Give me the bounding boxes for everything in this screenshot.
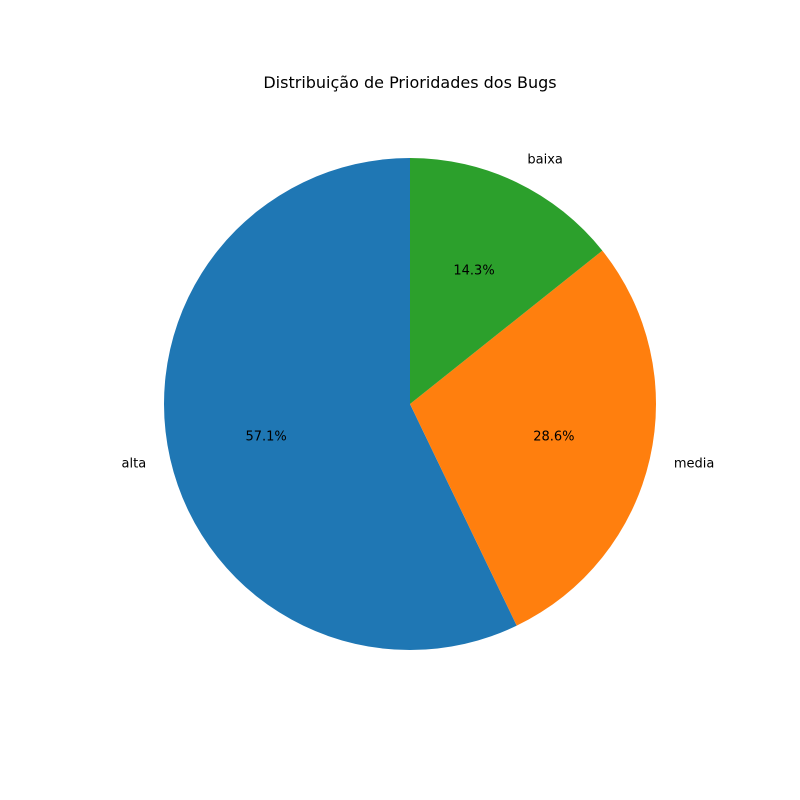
slice-label-baixa: baixa [527,153,563,168]
pie-labels: alta 57.1% media 28.6% baixa 14.3% [122,153,715,472]
pie-slices [164,158,656,651]
pie-slice-baixa [410,158,603,404]
chart-title: Distribuição de Prioridades dos Bugs [263,73,556,92]
pie-slice-media [410,250,656,626]
percent-label-alta: 57.1% [245,429,286,444]
slice-label-alta: alta [122,457,147,472]
pie-slice-alta [164,158,517,651]
percent-label-baixa: 14.3% [453,264,494,279]
percent-label-media: 28.6% [533,429,574,444]
slice-label-media: media [674,457,715,472]
